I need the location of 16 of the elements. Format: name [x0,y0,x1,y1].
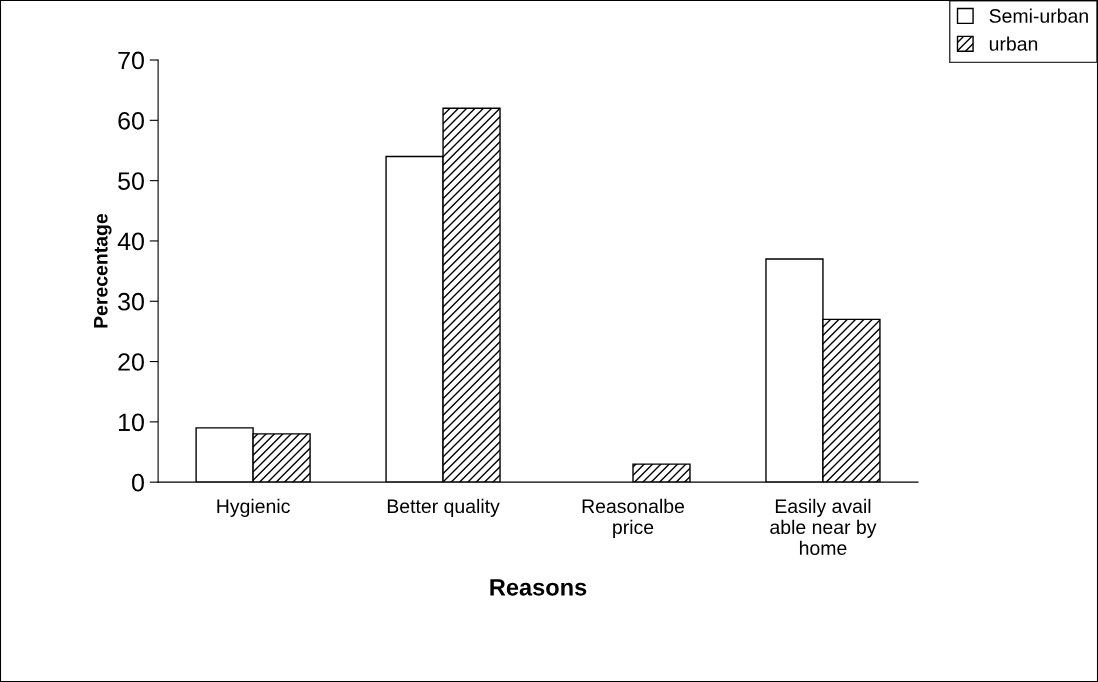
x-axis-title: Reasons [490,579,587,596]
y-tick-label: 50 [118,172,144,190]
y-tick-label: 70 [118,51,144,70]
y-tick-label: 40 [117,232,144,251]
legend-label: Semi-urban [989,8,1088,23]
y-tick-label: 0 [131,473,144,492]
legend-label: urban [989,36,1038,51]
x-tick-label: Better quality [387,498,500,517]
y-tick-label: 10 [119,413,144,432]
x-tick-label: Reasonalbe price [582,498,685,538]
x-tick-label: Easily avail able near by home [770,498,877,556]
y-tick-label: 20 [118,353,144,371]
y-tick-label: 30 [118,292,144,311]
x-tick-label: Hygienic [217,498,290,517]
y-tick-label: 60 [118,111,144,130]
y-axis-title: Perecentage [94,213,112,328]
